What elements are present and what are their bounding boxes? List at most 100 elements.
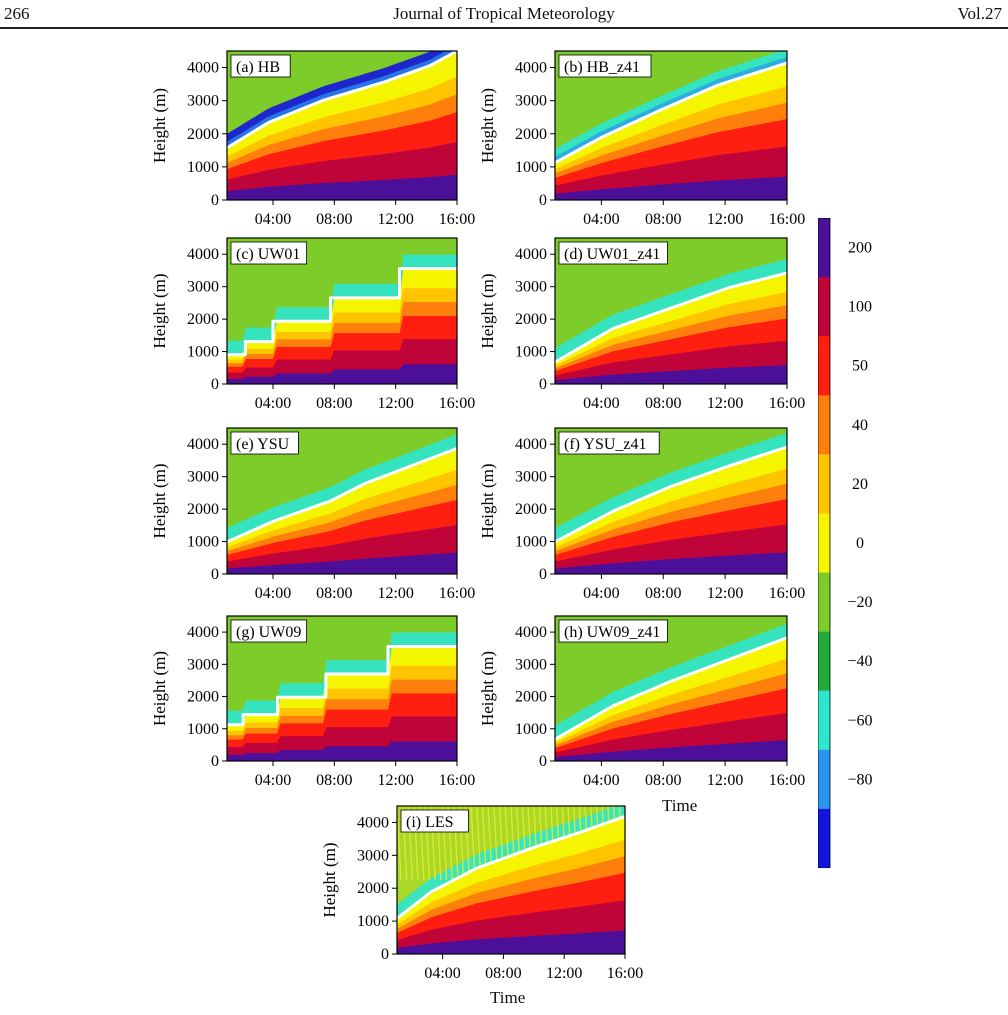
field-band — [397, 930, 625, 954]
y-tick-label: 3000 — [515, 279, 547, 296]
colorbar-segment — [818, 631, 830, 692]
y-tick-label: 3000 — [515, 469, 547, 486]
y-axis-label: Height (m) — [150, 273, 169, 348]
y-tick-label: 4000 — [515, 60, 547, 77]
x-tick-label: 04:00 — [583, 211, 619, 228]
y-axis-label: Height (m) — [478, 651, 497, 726]
entrainment-zone — [555, 623, 787, 740]
entrainment-zone — [227, 434, 457, 542]
y-tick-label: 1000 — [515, 534, 547, 551]
panel-d: (d) UW01_z41 0 1000 2000 3000 4000 04:00 08:00 1… — [478, 237, 805, 412]
colorbar-segment — [818, 513, 830, 574]
page-number: 266 — [4, 4, 30, 23]
y-tick-label: 3000 — [187, 93, 219, 110]
colorbar-segment — [818, 749, 830, 810]
colorbar-label: 50 — [852, 358, 868, 375]
field-band — [227, 174, 457, 200]
x-tick-label: 12:00 — [707, 395, 743, 412]
y-tick-label: 4000 — [515, 246, 547, 263]
panel-label-text: (f) YSU_z41 — [564, 436, 647, 453]
header-rule — [0, 27, 1008, 29]
panel-label-text: (i) LES — [406, 814, 454, 831]
colorbar-label: −20 — [847, 594, 872, 611]
x-tick-label: 16:00 — [607, 965, 643, 982]
y-axis-label: Height (m) — [320, 842, 339, 917]
panel-label: (b) HB_z41 — [558, 54, 652, 78]
x-tick-label: 04:00 — [255, 585, 291, 602]
y-tick-label: 3000 — [187, 279, 219, 296]
x-tick-label: 08:00 — [316, 211, 352, 228]
x-tick-label: 08:00 — [485, 965, 521, 982]
y-tick-label: 1000 — [187, 344, 219, 361]
y-tick-label: 4000 — [187, 246, 219, 263]
panel-label: (c) UW01 — [230, 241, 307, 265]
x-tick-label: 12:00 — [377, 772, 413, 789]
pbl-height-line — [555, 271, 787, 364]
y-tick-label: 0 — [211, 566, 219, 583]
field-band — [555, 365, 787, 384]
x-tick-label: 16:00 — [769, 772, 805, 789]
y-tick-label: 0 — [539, 566, 547, 583]
panel-label: (a) HB — [230, 54, 291, 78]
x-tick-label: 12:00 — [377, 211, 413, 228]
x-tick-label: 16:00 — [439, 585, 475, 602]
page-header: 266 Journal of Tropical Meteorology Vol.… — [0, 0, 1008, 40]
panel-label-text: (h) UW09_z41 — [564, 624, 660, 641]
panel-frame — [554, 615, 788, 762]
y-tick-label: 2000 — [515, 126, 547, 143]
field-band — [227, 552, 457, 574]
panel-c: (c) UW01 0 1000 2000 3000 4000 04:00 08:00 12:00… — [150, 237, 475, 412]
x-tick-label: 04:00 — [255, 395, 291, 412]
y-tick-label: 2000 — [187, 126, 219, 143]
x-tick-label: 04:00 — [583, 772, 619, 789]
panel-label-text: (a) HB — [236, 59, 280, 76]
y-axis-label: Height (m) — [478, 88, 497, 163]
x-tick-label: 04:00 — [255, 772, 291, 789]
panel-a: (a) HB 0 1000 2000 3000 4000 04:00 08:00 12:00 16… — [150, 50, 475, 228]
y-tick-label: 2000 — [187, 501, 219, 518]
field-band — [227, 364, 457, 384]
colorbar-segment — [818, 690, 830, 751]
les-streak — [470, 806, 476, 881]
x-tick-label: 08:00 — [645, 772, 681, 789]
y-tick-label: 2000 — [357, 880, 389, 897]
y-tick-label: 3000 — [187, 469, 219, 486]
panel-i: (i) LES 0 1000 2000 3000 4000 04:00 08:00 12:00 1… — [320, 805, 643, 982]
x-tick-label: 16:00 — [439, 211, 475, 228]
pbl-height-line — [397, 814, 625, 920]
colorbar-label: −60 — [847, 712, 872, 729]
x-tick-label: 04:00 — [583, 395, 619, 412]
panel-field — [227, 428, 457, 574]
panel-frame — [226, 427, 458, 575]
panel-g: (g) UW09 0 1000 2000 3000 4000 04:00 08:00 12:00… — [150, 615, 475, 789]
y-tick-label: 1000 — [357, 913, 389, 930]
y-tick-label: 3000 — [187, 656, 219, 673]
panel-label: (d) UW01_z41 — [558, 241, 668, 265]
panel-label-text: (d) UW01_z41 — [564, 246, 660, 263]
x-tick-label: 12:00 — [707, 772, 743, 789]
panel-label-text: (b) HB_z41 — [564, 59, 640, 76]
colorbar-segment — [818, 808, 830, 868]
panel-frame — [554, 50, 788, 201]
colorbar-label: −80 — [847, 771, 872, 788]
panel-h: (h) UW09_z41 0 1000 2000 3000 4000 04:00 08:00 1… — [478, 615, 805, 789]
y-tick-label: 0 — [539, 753, 547, 770]
y-axis-label: Height (m) — [478, 273, 497, 348]
field-band — [555, 740, 787, 761]
panel-field — [555, 51, 787, 200]
panel-label: (h) UW09_z41 — [558, 619, 668, 643]
colorbar-label: 200 — [848, 240, 872, 257]
panel-label: (g) UW09 — [230, 619, 307, 643]
y-tick-label: 4000 — [187, 60, 219, 77]
panel-label: (e) YSU — [230, 431, 299, 455]
x-tick-label: 08:00 — [645, 211, 681, 228]
x-tick-label: 04:00 — [424, 965, 460, 982]
volume-label: Vol.27 — [957, 4, 1002, 23]
y-tick-label: 2000 — [187, 689, 219, 706]
x-axis-title-i: Time — [490, 988, 526, 1007]
panel-field — [555, 428, 787, 574]
y-axis-label: Height (m) — [478, 463, 497, 538]
y-tick-label: 3000 — [515, 93, 547, 110]
y-tick-label: 2000 — [515, 689, 547, 706]
